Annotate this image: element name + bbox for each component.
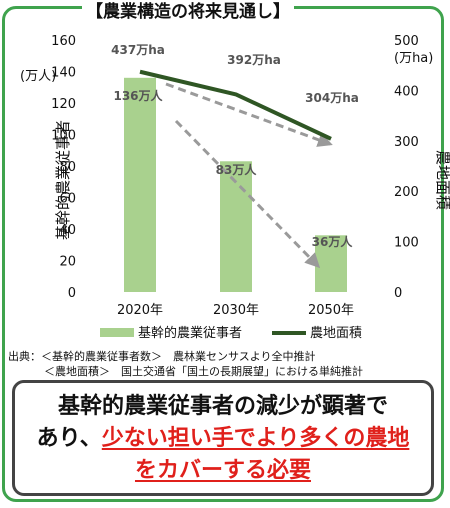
line-value-label: 392万ha — [227, 53, 281, 67]
right-tick-label: 400 — [394, 84, 419, 99]
x-tick-label: 2030年 — [213, 303, 259, 318]
bar-value-label: 136万人 — [113, 88, 163, 103]
right-tick-label: 500 — [394, 34, 419, 49]
right-axis-unit: (万ha) — [394, 51, 433, 66]
bar — [124, 77, 156, 292]
x-tick-label: 2050年 — [308, 303, 354, 318]
line-value-label: 304万ha — [305, 91, 359, 105]
left-tick-label: 80 — [59, 160, 76, 175]
legend-line-label: 農地面積 — [310, 326, 362, 341]
left-tick-label: 60 — [59, 192, 76, 207]
trend-arrow — [174, 119, 321, 269]
line-value-label: 437万ha — [111, 43, 165, 57]
source-line-2: ＜農地面積＞ 国土交通省「国土の長期展望」における単純推計 — [44, 365, 363, 378]
left-tick-label: 100 — [51, 129, 76, 144]
bar — [220, 161, 252, 292]
conclusion-highlight-2: をカバーする必要 — [134, 458, 311, 483]
bar-value-label: 36万人 — [312, 234, 354, 249]
x-tick-label: 2020年 — [117, 303, 163, 318]
legend-bar-label: 基幹的農業従事者 — [138, 325, 242, 341]
left-tick-label: 120 — [51, 97, 76, 112]
source-line-1: 出典：＜基幹的農業従事者数＞ 農林業センサスより全中推計 — [8, 350, 316, 363]
left-tick-label: 140 — [51, 66, 76, 81]
left-tick-label: 0 — [68, 286, 76, 301]
left-axis-label: 基幹的農業従事者 — [54, 120, 72, 240]
left-tick-label: 40 — [59, 223, 76, 238]
left-tick-label: 20 — [59, 255, 76, 270]
right-tick-label: 100 — [394, 236, 419, 251]
right-tick-label: 200 — [394, 185, 419, 200]
left-tick-label: 160 — [51, 34, 76, 49]
legend-bar-swatch — [100, 328, 134, 337]
conclusion-line-2: あり、少ない担い手でより多くの農地 — [15, 423, 431, 455]
conclusion-text-2: あり、 — [36, 426, 102, 451]
conclusion-line-3: をカバーする必要 — [15, 455, 431, 487]
line-series-farmland — [139, 69, 332, 141]
conclusion-line-1: 基幹的農業従事者の減少が顕著で — [57, 394, 388, 419]
right-axis-label: 農地面積 — [434, 150, 450, 210]
page-title: 【農業構造の将来見通し】 — [82, 0, 294, 24]
right-tick-label: 0 — [394, 286, 402, 301]
conclusion-box: 基幹的農業従事者の減少が顕著で あり、少ない担い手でより多くの農地 をカバーする… — [12, 380, 434, 496]
bar-value-label: 83万人 — [216, 162, 258, 177]
right-tick-label: 300 — [394, 135, 419, 150]
bar — [315, 235, 347, 292]
left-axis-unit: (万人) — [20, 69, 56, 84]
trend-arrow — [165, 82, 333, 147]
chart: 0 20 40 60 80 100 120 140 160 0 100 200 300 400 500 1… — [20, 34, 450, 341]
conclusion-highlight-1: 少ない担い手でより多くの農地 — [101, 426, 410, 451]
